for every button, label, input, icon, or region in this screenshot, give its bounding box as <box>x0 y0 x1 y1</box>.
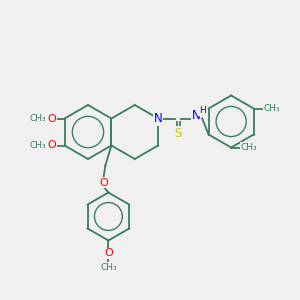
Text: O: O <box>47 113 56 124</box>
Text: N: N <box>192 109 200 122</box>
Text: CH₃: CH₃ <box>29 141 46 150</box>
Text: CH₃: CH₃ <box>263 104 280 113</box>
Text: O: O <box>99 178 108 188</box>
Text: S: S <box>175 127 182 140</box>
Text: CH₃: CH₃ <box>100 263 117 272</box>
Text: N: N <box>154 112 163 125</box>
Text: O: O <box>104 248 113 259</box>
Text: CH₃: CH₃ <box>241 143 257 152</box>
Text: O: O <box>47 140 56 151</box>
Text: H: H <box>199 106 206 115</box>
Text: CH₃: CH₃ <box>29 114 46 123</box>
